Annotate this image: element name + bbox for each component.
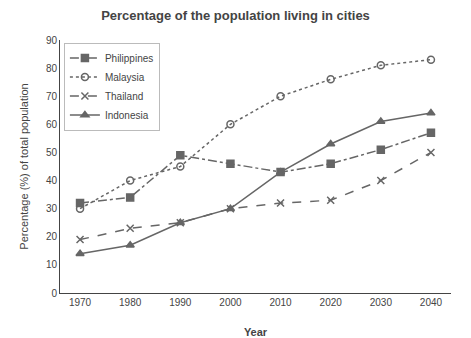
svg-text:2020: 2020 bbox=[320, 297, 343, 308]
svg-text:1990: 1990 bbox=[169, 297, 192, 308]
svg-text:Percentage (%) of total popula: Percentage (%) of total population bbox=[18, 83, 30, 249]
svg-text:1970: 1970 bbox=[69, 297, 92, 308]
svg-text:30: 30 bbox=[46, 203, 58, 214]
svg-text:50: 50 bbox=[46, 147, 58, 158]
svg-text:70: 70 bbox=[46, 91, 58, 102]
svg-text:2000: 2000 bbox=[219, 297, 242, 308]
svg-text:2040: 2040 bbox=[420, 297, 443, 308]
svg-text:90: 90 bbox=[46, 35, 58, 46]
svg-text:Philippines: Philippines bbox=[105, 53, 153, 64]
svg-text:40: 40 bbox=[46, 175, 58, 186]
svg-text:2030: 2030 bbox=[370, 297, 393, 308]
svg-text:Indonesia: Indonesia bbox=[105, 110, 149, 121]
svg-text:80: 80 bbox=[46, 63, 58, 74]
svg-text:Malaysia: Malaysia bbox=[105, 72, 145, 83]
svg-text:20: 20 bbox=[46, 231, 58, 242]
svg-text:2010: 2010 bbox=[269, 297, 292, 308]
svg-text:10: 10 bbox=[46, 259, 58, 270]
svg-text:0: 0 bbox=[51, 288, 57, 299]
svg-text:60: 60 bbox=[46, 119, 58, 130]
svg-text:1980: 1980 bbox=[119, 297, 142, 308]
svg-text:Year: Year bbox=[244, 326, 268, 338]
svg-text:Percentage of the population l: Percentage of the population living in c… bbox=[101, 8, 370, 23]
svg-text:Thailand: Thailand bbox=[105, 91, 143, 102]
